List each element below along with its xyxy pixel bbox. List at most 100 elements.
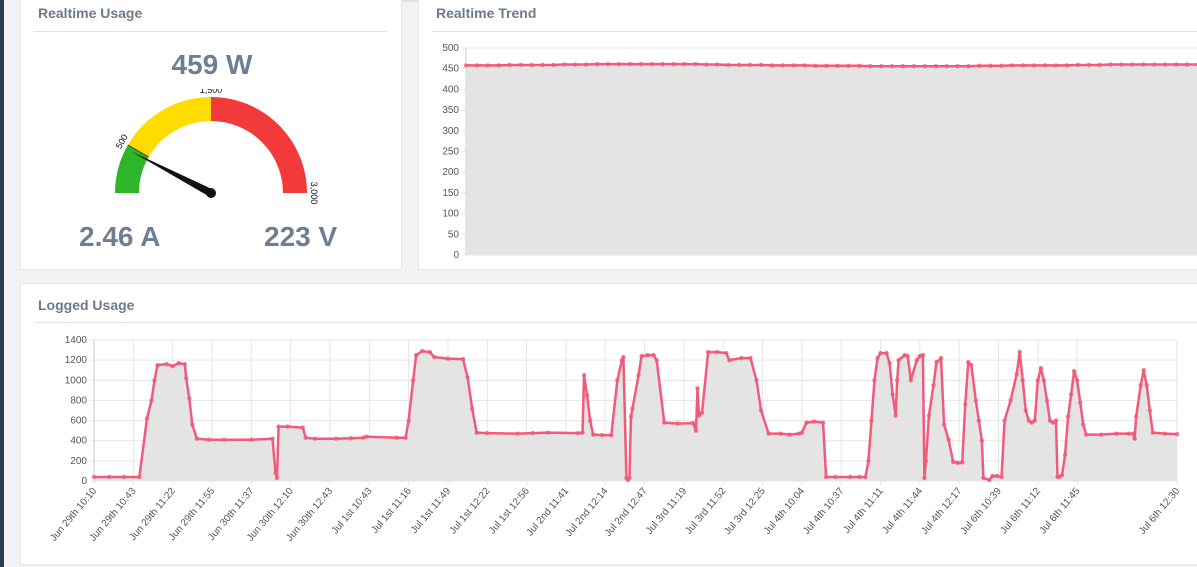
series-point (823, 474, 829, 480)
voltage-readout: 223 V (264, 221, 338, 252)
series-point (866, 458, 871, 464)
series-point (1035, 378, 1041, 383)
title-divider (432, 31, 1197, 32)
series-point (432, 354, 437, 360)
series-point (1086, 62, 1091, 68)
current-readout: 2.46 A (79, 221, 161, 252)
series-point (758, 408, 764, 413)
x-tick-label: Jul 4th 11:11 (842, 486, 887, 536)
series-point (300, 425, 305, 430)
series-point (835, 63, 840, 69)
series-area (466, 64, 1197, 255)
series-point (573, 62, 578, 67)
series-point (950, 459, 956, 465)
series-point (1099, 432, 1104, 437)
series-point (312, 436, 318, 441)
y-tick-label: 400 (70, 436, 87, 447)
series-point (413, 352, 419, 358)
series-point (303, 435, 308, 440)
series-point (869, 418, 874, 423)
series-point (754, 378, 759, 383)
series-point (699, 410, 705, 415)
series-point (1126, 431, 1131, 436)
series-point (724, 350, 729, 356)
series-point (900, 64, 906, 69)
series-point (693, 61, 698, 67)
series-point (627, 61, 633, 67)
series-point (184, 376, 189, 381)
series-point (176, 360, 181, 366)
series-point (515, 431, 520, 436)
series-point (1064, 63, 1070, 68)
realtime-usage-panel: Realtime Usage 459 W 500 1,500 3,000 2.46 … (20, 0, 402, 270)
series-point (485, 63, 491, 68)
power-readout: 459 W (171, 49, 253, 80)
series-point (1162, 431, 1168, 436)
series-point (944, 64, 949, 69)
gauge-needle (131, 151, 213, 197)
series-point (206, 437, 212, 442)
series-point (469, 406, 475, 411)
series-point (485, 430, 490, 436)
series-point (911, 64, 917, 69)
series-point (1010, 63, 1015, 68)
series-point (748, 355, 753, 361)
series-point (149, 398, 154, 403)
series-point (1084, 432, 1089, 437)
series-point (824, 63, 829, 69)
series-point (594, 61, 600, 67)
y-tick-label: 500 (442, 43, 459, 54)
series-point (496, 63, 501, 68)
series-point (1053, 418, 1059, 423)
series-point (1108, 62, 1113, 67)
series-point (638, 61, 644, 67)
series-point (651, 352, 656, 358)
series-point (639, 353, 644, 359)
series-point (276, 424, 281, 429)
series-point (1173, 62, 1179, 67)
series-point (465, 375, 470, 380)
series-point (445, 356, 451, 361)
series-point (990, 473, 995, 479)
series-point (654, 357, 659, 363)
series-point (778, 431, 783, 436)
series-point (878, 350, 883, 356)
series-point (799, 430, 805, 435)
series-point (802, 63, 807, 68)
title-divider (34, 31, 388, 32)
series-point (820, 420, 826, 425)
series-point (575, 430, 581, 436)
series-point (905, 353, 910, 359)
series-point (507, 62, 512, 68)
series-point (1132, 436, 1137, 441)
series-point (609, 432, 614, 438)
series-point (285, 424, 290, 429)
series-point (969, 362, 974, 368)
y-tick-label: 1000 (65, 375, 88, 386)
series-point (584, 393, 590, 398)
series-point (933, 64, 938, 69)
x-tick-label: Jul 6th 11:45 (1038, 486, 1083, 537)
series-point (966, 359, 971, 365)
series-point (551, 62, 556, 68)
series-point (999, 63, 1004, 69)
x-tick-label: Jul 1st 12:22 (448, 486, 493, 537)
x-tick-label: Jul 1st 11:49 (409, 486, 454, 536)
series-point (1014, 372, 1019, 377)
series-point (1053, 63, 1059, 68)
series-point (1075, 62, 1081, 68)
series-point (671, 61, 676, 67)
y-tick-label: 100 (442, 209, 459, 220)
series-point (695, 386, 700, 391)
series-point (1008, 398, 1013, 403)
series-point (887, 360, 892, 366)
y-tick-label: 800 (70, 395, 87, 406)
series-point (1020, 378, 1025, 383)
series-point (600, 432, 605, 438)
series-point (615, 378, 620, 383)
series-point (144, 416, 150, 421)
gauge-zone-2 (211, 97, 307, 193)
series-point (1130, 431, 1136, 436)
